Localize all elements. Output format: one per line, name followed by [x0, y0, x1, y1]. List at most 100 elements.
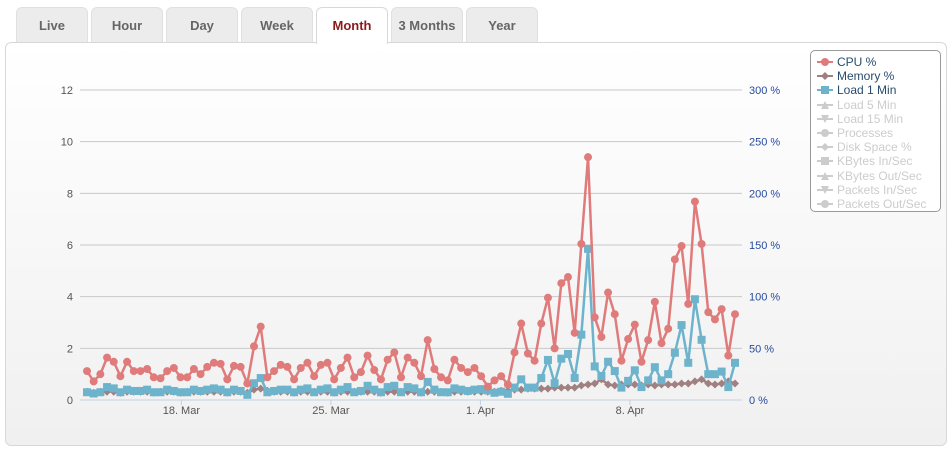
memory-point	[630, 380, 639, 389]
triangle-down-marker-icon	[817, 114, 833, 123]
cpu-point	[490, 376, 499, 385]
y-right-tick-label: 50 %	[749, 343, 774, 355]
tab-day[interactable]: Day	[166, 7, 238, 43]
load-1-min-point	[717, 367, 726, 376]
memory-point	[570, 383, 579, 392]
cpu-point	[630, 320, 639, 329]
diamond-marker-icon	[817, 72, 833, 81]
y-left-tick-label: 4	[67, 292, 73, 304]
load-1-min-point	[690, 295, 699, 304]
cpu-point	[143, 365, 152, 373]
cpu-point	[396, 373, 405, 382]
load-1-min-point	[116, 388, 125, 397]
tab-month[interactable]: Month	[316, 7, 388, 44]
load-1-min-point	[684, 358, 693, 367]
tab-week[interactable]: Week	[241, 7, 313, 43]
load-1-min-point	[223, 388, 232, 397]
load-1-min-point	[437, 388, 446, 397]
load-1-min-point	[697, 335, 706, 344]
load-1-min-point	[143, 385, 152, 394]
tab-hour[interactable]: Hour	[91, 7, 163, 43]
y-left-tick-label: 12	[61, 85, 73, 97]
legend-item-cpu[interactable]: CPU %	[817, 55, 940, 69]
cpu-point	[403, 353, 412, 362]
load-1-min-point	[550, 379, 559, 388]
legend-item-disk-space[interactable]: Disk Space %	[817, 140, 940, 154]
memory-point	[670, 380, 679, 389]
y-right-tick-label: 200 %	[749, 188, 780, 200]
legend-label: KBytes Out/Sec	[837, 168, 922, 183]
load-1-min-point	[610, 367, 619, 376]
load-1-min-point	[136, 386, 145, 395]
cpu-point	[383, 355, 392, 364]
load-1-min-point	[724, 383, 733, 392]
load-1-min-point	[710, 370, 719, 379]
load-1-min-point	[423, 377, 432, 386]
cpu-point	[410, 358, 419, 367]
circle-marker-icon	[817, 199, 833, 208]
tab-live[interactable]: Live	[16, 7, 88, 43]
load-1-min-point	[310, 388, 319, 397]
cpu-point	[590, 313, 599, 322]
cpu-point	[523, 349, 532, 358]
load-1-min-point	[704, 370, 713, 379]
load-1-min-point	[577, 330, 586, 339]
load-1-min-point	[109, 384, 118, 393]
memory-point	[584, 380, 593, 389]
cpu-point	[650, 297, 659, 306]
legend-item-packets-in-sec[interactable]: Packets In/Sec	[817, 183, 940, 197]
cpu-point	[617, 356, 626, 365]
cpu-point	[604, 288, 613, 297]
cpu-point	[263, 373, 272, 382]
load-1-min-point	[256, 374, 265, 383]
legend-item-kbytes-in-sec[interactable]: KBytes In/Sec	[817, 154, 940, 168]
triangle-marker-icon	[817, 100, 833, 109]
y-left-tick-label: 10	[61, 137, 73, 149]
x-tick-label: 8. Apr	[616, 405, 645, 417]
memory-point	[717, 379, 726, 388]
load-1-min-point	[216, 385, 225, 394]
memory-point	[664, 380, 673, 389]
cpu-point	[717, 305, 726, 314]
cpu-point	[563, 273, 572, 282]
tab-3-months[interactable]: 3 Months	[391, 7, 463, 43]
legend-item-kbytes-out-sec[interactable]: KBytes Out/Sec	[817, 169, 940, 183]
cpu-point	[123, 357, 132, 366]
legend-label: Load 1 Min	[837, 83, 897, 98]
load-1-min-point	[270, 386, 279, 395]
cpu-point	[323, 358, 332, 367]
legend-item-memory[interactable]: Memory %	[817, 69, 940, 83]
tab-year[interactable]: Year	[466, 7, 538, 43]
memory-point	[423, 387, 432, 396]
cpu-point	[430, 365, 439, 373]
load-1-min-point	[523, 383, 532, 392]
legend-item-processes[interactable]: Processes	[817, 126, 940, 140]
legend-item-load-5-min[interactable]: Load 5 Min	[817, 98, 940, 112]
load-1-min-point	[450, 384, 459, 393]
legend-item-packets-out-sec[interactable]: Packets Out/Sec	[817, 197, 940, 211]
memory-point	[577, 381, 586, 390]
legend-item-load-15-min[interactable]: Load 15 Min	[817, 112, 940, 126]
cpu-point	[423, 336, 432, 345]
cpu-point	[684, 299, 693, 308]
load-1-min-point	[470, 385, 479, 394]
memory-point	[710, 380, 719, 389]
load-1-min-point	[296, 385, 305, 394]
cpu-point	[83, 367, 91, 376]
y-right-tick-label: 250 %	[749, 137, 780, 149]
load-1-min-point	[323, 384, 332, 393]
cpu-point	[370, 366, 379, 375]
y-right-tick-label: 300 %	[749, 85, 780, 97]
load-1-min-point	[517, 375, 526, 384]
load-1-min-point	[563, 350, 572, 359]
load-1-min-point	[303, 384, 312, 393]
load-1-min-point	[263, 388, 272, 397]
cpu-point	[503, 380, 512, 389]
legend-label: KBytes In/Sec	[837, 154, 913, 169]
load-1-min-point	[330, 388, 339, 397]
memory-point	[604, 380, 613, 389]
y-right-tick-label: 0 %	[749, 395, 768, 407]
memory-point	[731, 379, 739, 388]
load-1-min-point	[96, 388, 105, 397]
legend-item-load-1-min[interactable]: Load 1 Min	[817, 83, 940, 97]
